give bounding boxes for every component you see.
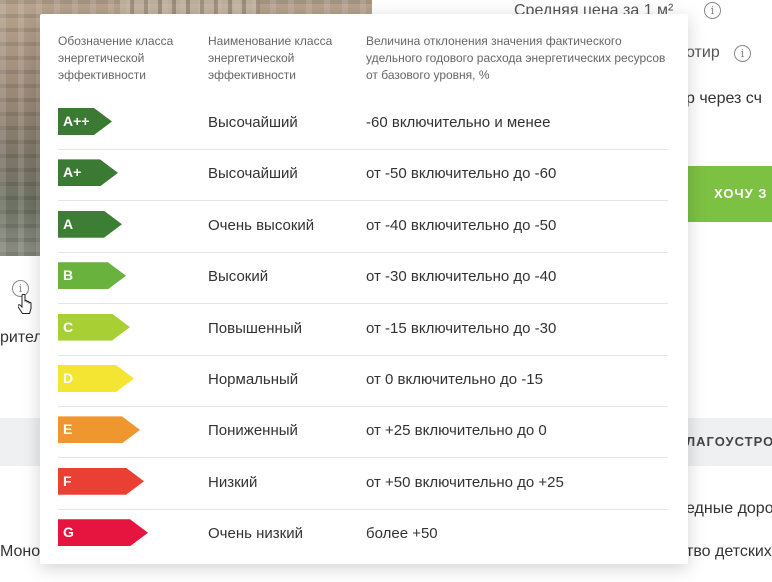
header-deviation: Величина отклонения значения фактическог… — [366, 34, 666, 82]
class-deviation-range: от -40 включительно до -50 — [366, 216, 557, 234]
table-row: A+ Высочайший от -50 включительно до -60 — [58, 149, 668, 202]
class-deviation-range: от -30 включительно до -40 — [366, 268, 557, 286]
class-deviation-range: -60 включительно и менее — [366, 114, 551, 131]
table-row: C Повышенный от -15 включительно до -30 — [58, 304, 668, 356]
class-deviation-range: от +25 включительно до 0 — [366, 422, 547, 440]
class-deviation-range: более +50 — [366, 525, 438, 543]
kids-label: тво детских — [686, 543, 772, 560]
roads-label: едные доро — [686, 500, 772, 517]
header-designation: Обозначение класса энергетической эффект… — [58, 34, 174, 82]
class-name: Нормальный — [208, 371, 299, 388]
class-name: Очень высокий — [208, 216, 315, 234]
hand-cursor-icon — [18, 293, 32, 314]
table-row: A Очень высокий от -40 включительно до -50 — [58, 201, 668, 253]
energy-efficiency-popup: Обозначение класса энергетической эффект… — [40, 14, 688, 564]
class-name: Высочайший — [208, 165, 298, 183]
energy-class-badge: D — [58, 365, 134, 392]
class-name: Пониженный — [208, 422, 298, 440]
energy-class-badge: F — [58, 468, 144, 495]
energy-class-badge: A++ — [58, 108, 112, 135]
view-label: отир — [686, 44, 720, 61]
class-deviation-range: от +50 включительно до +25 — [366, 473, 564, 491]
table-row: E Пониженный от +25 включительно до 0 — [58, 406, 668, 459]
energy-class-badge: E — [58, 416, 140, 443]
energy-class-badge: A+ — [58, 159, 118, 186]
cta-button[interactable]: ХОЧУ З — [680, 166, 772, 222]
class-name: Очень низкий — [208, 525, 303, 543]
info-icon[interactable]: i — [704, 2, 721, 19]
class-name: Высокий — [208, 268, 269, 286]
table-row: A++ Высочайший -60 включительно и менее — [58, 98, 668, 150]
table-row: B Высокий от -30 включительно до -40 — [58, 252, 668, 305]
table-row: G Очень низкий более +50 — [58, 509, 668, 560]
header-name: Наименование класса энергетической эффек… — [208, 34, 333, 82]
class-name: Низкий — [208, 473, 258, 491]
class-name: Высочайший — [208, 114, 298, 131]
section-title: ЛАГОУСТРО — [686, 434, 772, 449]
table-row: F Низкий от +50 включительно до +25 — [58, 458, 668, 510]
energy-class-badge: A — [58, 211, 122, 238]
energy-class-info-icon[interactable]: i — [12, 280, 29, 297]
table-row: D Нормальный от 0 включительно до -15 — [58, 355, 668, 407]
through-label: р через сч — [686, 90, 762, 107]
energy-class-badge: G — [58, 519, 148, 546]
class-deviation-range: от 0 включительно до -15 — [366, 371, 543, 388]
energy-class-badge: C — [58, 314, 130, 341]
class-deviation-range: от -15 включительно до -30 — [366, 319, 557, 337]
material-label: Моно — [0, 543, 41, 560]
class-deviation-range: от -50 включительно до -60 — [366, 165, 557, 183]
developer-label: ритель — [0, 329, 52, 346]
info-icon[interactable]: i — [734, 45, 751, 62]
class-name: Повышенный — [208, 319, 302, 337]
energy-class-badge: B — [58, 262, 126, 289]
